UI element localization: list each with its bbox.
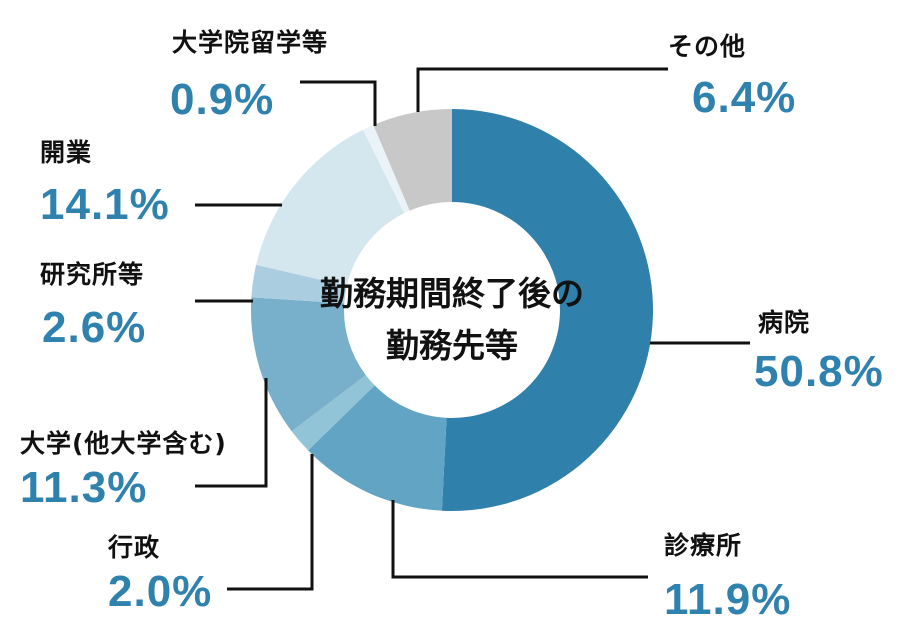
label-other-value: 6.4% <box>692 73 797 122</box>
slice-0 <box>441 108 654 512</box>
label-research-value: 2.6% <box>42 303 147 352</box>
slice-3 <box>250 297 366 432</box>
label-practice-value: 14.1% <box>40 180 170 229</box>
leader-lines <box>195 67 750 591</box>
slice-6 <box>363 125 410 214</box>
label-grad-school-name: 大学院留学等 <box>172 28 329 57</box>
label-other-name: その他 <box>668 32 747 61</box>
leader-line-other <box>416 67 668 112</box>
center-title: 勤務期間終了後の 勤務先等 <box>302 268 602 372</box>
label-research-name: 研究所等 <box>40 260 145 289</box>
label-university-value: 11.3% <box>20 463 148 512</box>
label-university-name: 大学(他大学含む) <box>20 429 227 458</box>
label-hospital-name: 病院 <box>758 308 811 337</box>
label-clinic-name: 診療所 <box>664 531 743 560</box>
slice-1 <box>308 385 447 511</box>
donut-slices <box>250 108 654 512</box>
slice-2 <box>291 375 375 451</box>
label-government-value: 2.0% <box>108 567 213 616</box>
leader-line-government <box>227 454 314 591</box>
label-hospital-value: 50.8% <box>754 347 884 396</box>
label-government-name: 行政 <box>108 533 161 562</box>
label-practice-name: 開業 <box>40 138 93 167</box>
center-title-line2: 勤務先等 <box>386 326 518 365</box>
center-title-line1: 勤務期間終了後の <box>320 274 584 313</box>
slice-5 <box>256 129 405 286</box>
slice-4 <box>251 264 347 304</box>
slice-7 <box>373 109 452 211</box>
leader-line-university <box>195 378 268 488</box>
label-clinic-value: 11.9% <box>664 575 792 624</box>
leader-line-clinic <box>391 500 648 579</box>
label-grad-school-value: 0.9% <box>170 75 275 124</box>
leader-line-grad-school <box>300 80 377 126</box>
